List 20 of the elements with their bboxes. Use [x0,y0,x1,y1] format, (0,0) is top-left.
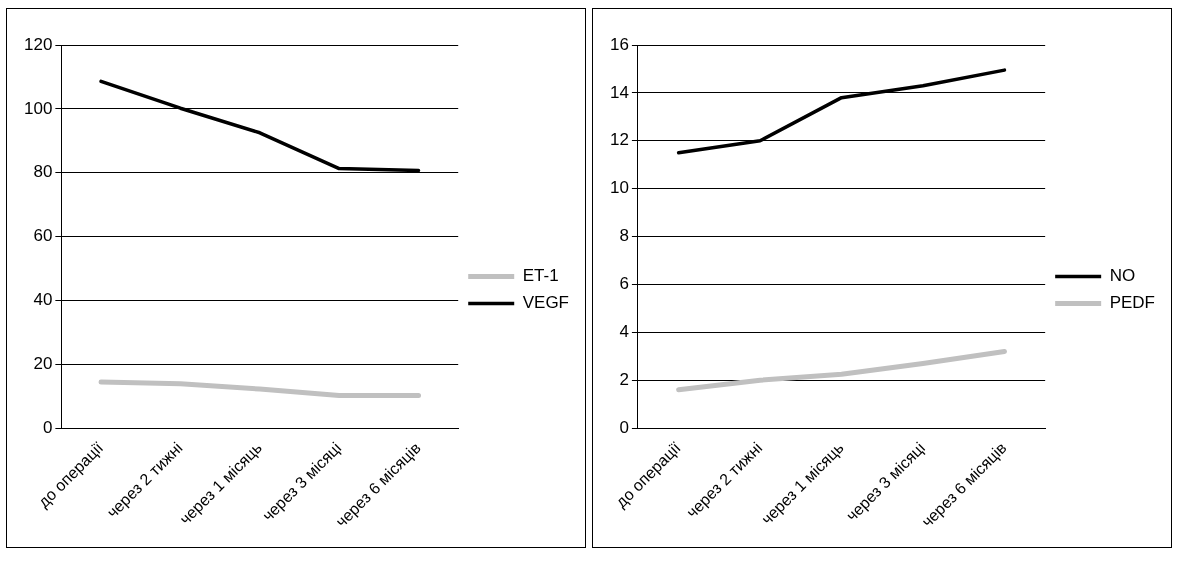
legend-label: ET-1 [522,266,559,286]
y-tick-label: 4 [619,321,629,341]
y-tick-label: 2 [619,369,629,389]
y-tick-label: 80 [33,162,53,182]
y-tick-label: 60 [33,226,53,246]
y-tick-label: 40 [33,290,53,310]
y-tick-label: 100 [23,98,53,118]
y-tick-label: 120 [23,34,53,54]
y-tick-label: 12 [609,130,629,150]
y-tick-label: 6 [619,274,629,294]
y-tick-label: 14 [609,82,629,102]
y-tick-label: 0 [619,417,629,437]
y-tick-label: 8 [619,226,629,246]
y-tick-label: 20 [33,353,53,373]
y-tick-label: 10 [609,178,629,198]
legend-label: PEDF [1109,293,1155,313]
y-tick-label: 16 [609,34,629,54]
legend-label: VEGF [522,293,570,313]
legend-label: NO [1109,266,1136,286]
y-tick-label: 0 [42,417,53,437]
